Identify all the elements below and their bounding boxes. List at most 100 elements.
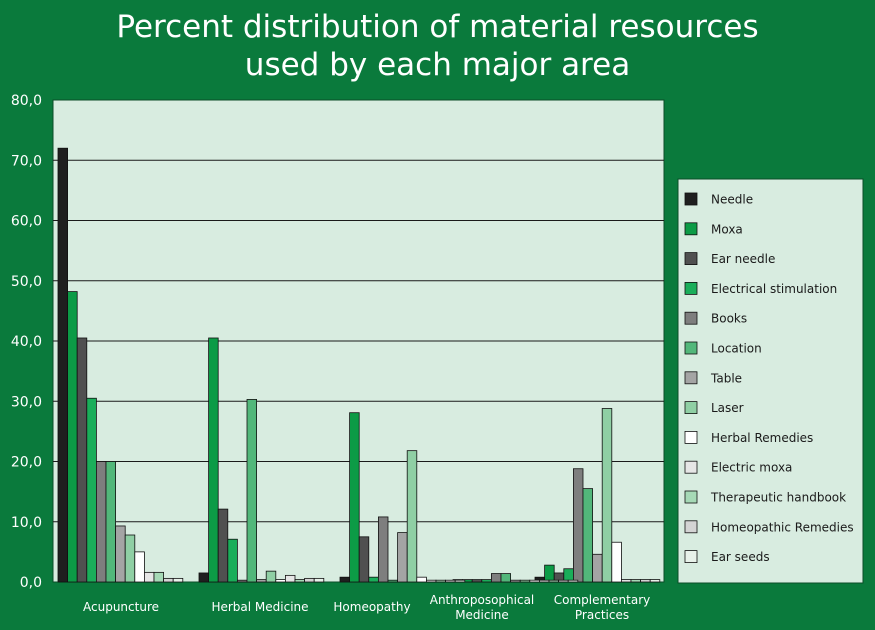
bar [246,399,258,583]
chart-title-line-1: Percent distribution of material resourc… [116,9,759,45]
bar [304,577,315,583]
bar [265,570,277,583]
bar [621,579,632,583]
bar [500,573,512,583]
legend-label: Electrical stimulation [711,282,837,296]
x-category-label: Practices [575,608,629,622]
legend-swatch [684,281,698,295]
bar [544,564,555,583]
legend-label: Moxa [711,222,743,236]
x-category-label: Complementary [554,593,651,607]
bar [208,337,219,583]
x-category-label: Homeopathy [333,600,410,614]
bar [96,461,107,583]
bar [115,525,126,583]
legend-label: Ear needle [711,252,775,266]
bar [406,450,418,583]
legend-swatch [684,550,698,563]
bar [510,579,521,583]
y-tick-label: 20,0 [11,455,42,471]
bar [425,579,437,583]
bar [76,337,88,583]
y-tick-label: 50,0 [11,274,42,290]
legend [677,178,864,584]
y-tick-label: 10,0 [11,515,42,531]
chart-title-line-2: used by each major area [244,47,631,83]
chart-title: Percent distribution of material resourc… [0,8,875,84]
bar [397,532,408,583]
y-tick-label: 30,0 [11,394,42,410]
legend-swatch [684,311,698,325]
bar [601,408,613,583]
bar [630,579,642,583]
bar [481,579,492,583]
bar [143,571,155,583]
bar [124,534,136,583]
legend-label: Ear seeds [711,550,770,564]
bar [640,579,651,583]
bar [387,579,399,583]
bar [558,579,569,583]
legend-swatch [684,430,698,444]
bar [611,541,622,583]
bar [134,551,145,583]
bar [236,579,248,583]
bar [163,577,174,583]
bar [529,579,540,583]
bar [284,574,296,583]
bar [339,576,351,583]
bar [86,397,97,583]
bar [471,579,483,583]
bar [67,291,78,583]
bar [454,579,466,583]
bar [313,577,325,583]
legend-swatch [684,520,698,534]
legend-label: Herbal Remedies [711,431,813,445]
bar [582,488,594,583]
bar [217,508,229,583]
bar [358,536,370,583]
bar [539,579,550,583]
legend-label: Table [710,371,742,385]
legend-label: Location [711,342,762,356]
bar [416,576,427,583]
x-category-label: Medicine [455,608,509,622]
legend-swatch [684,192,698,206]
legend-swatch [684,252,698,266]
bar [172,577,184,583]
legend-swatch [684,460,698,474]
bar [227,538,238,583]
legend-swatch [684,371,698,385]
legend-label: Laser [711,401,744,415]
bar [490,573,502,583]
bar [573,468,584,583]
y-tick-label: 70,0 [11,153,42,169]
bar [519,579,531,583]
y-tick-label: 80,0 [11,93,42,109]
legend-label: Needle [711,193,753,207]
bar [649,579,661,583]
bar [153,571,165,583]
bar [435,579,447,583]
legend-label: Therapeutic handbook [710,491,846,505]
y-tick-label: 60,0 [11,214,42,230]
bar [368,576,379,583]
bar [349,412,360,583]
bar [567,579,579,583]
bar [57,147,69,583]
legend-label: Electric moxa [711,461,792,475]
legend-swatch [684,401,698,415]
bar [275,579,286,583]
legend-swatch [684,222,698,236]
x-category-label: Herbal Medicine [211,600,308,614]
legend-label: Homeopathic Remedies [711,520,854,534]
legend-label: Books [711,312,747,326]
bar [592,553,603,583]
y-tick-label: 40,0 [11,334,42,350]
bar [256,579,267,583]
bar [198,572,210,583]
bar [294,579,306,583]
bar [445,579,456,583]
x-category-label: Acupuncture [83,600,159,614]
bar [548,579,560,583]
